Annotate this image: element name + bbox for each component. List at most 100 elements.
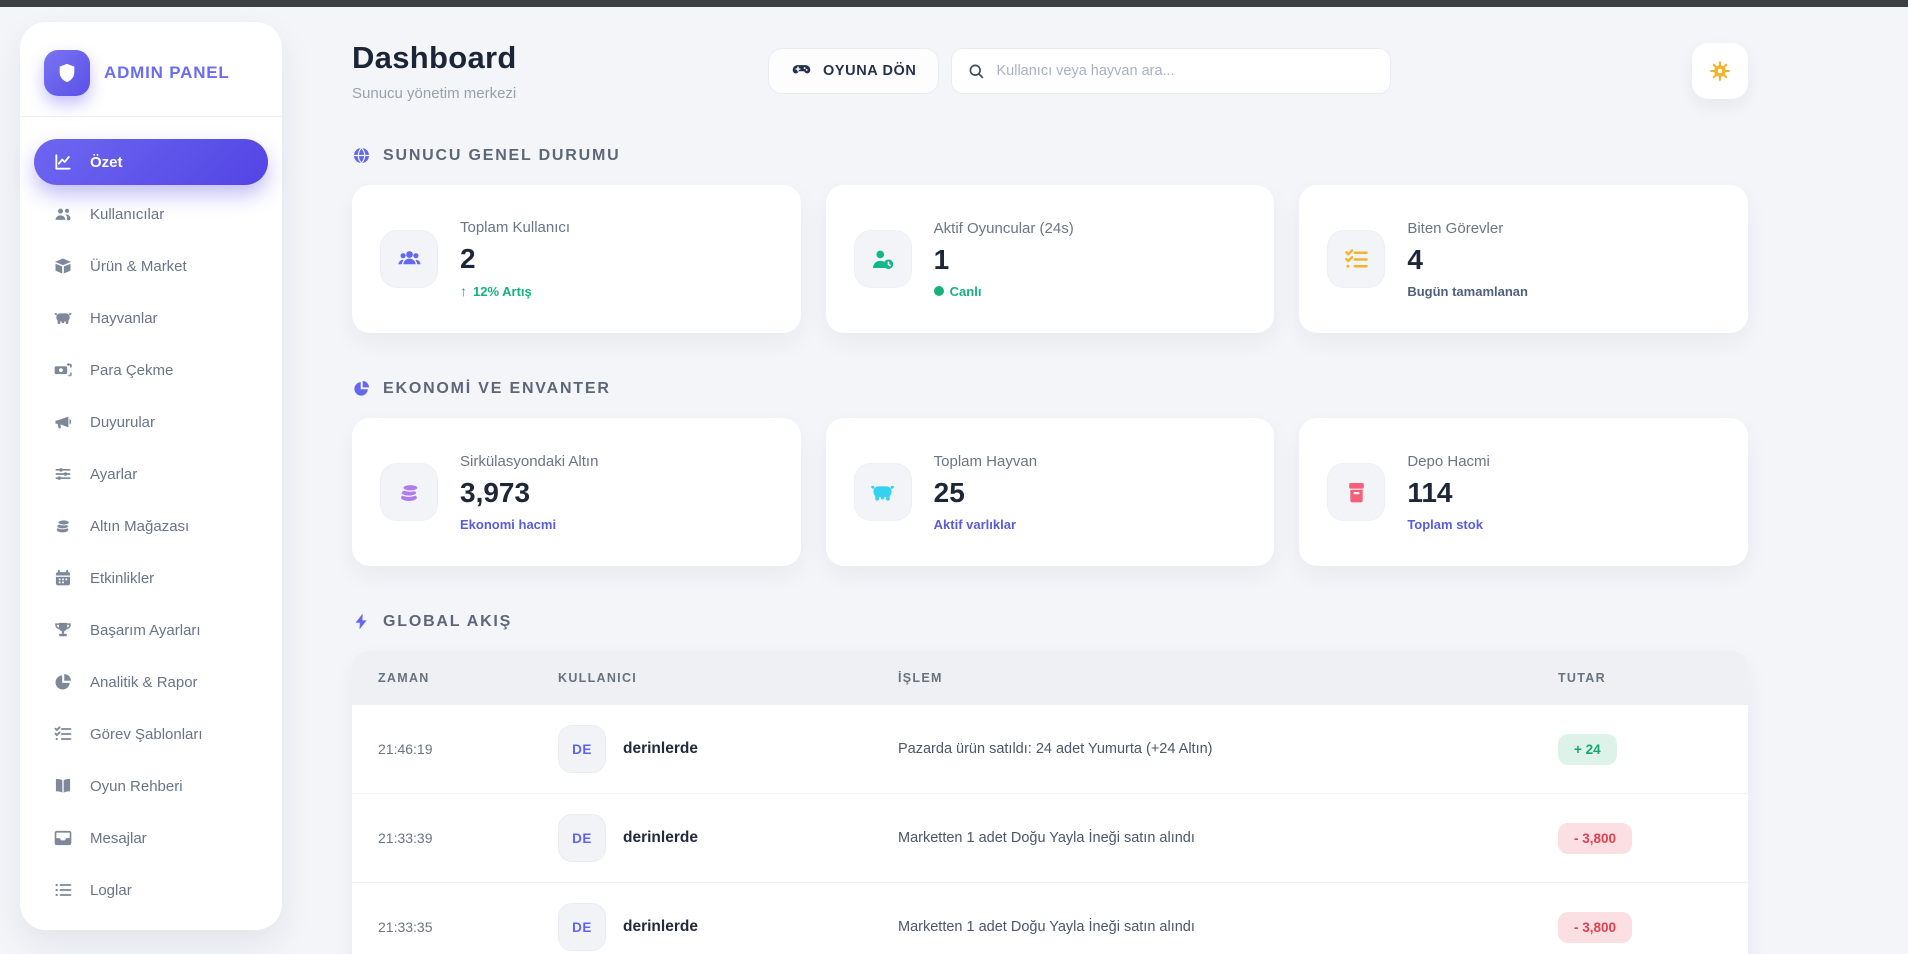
brand[interactable]: ADMIN PANEL [34, 42, 268, 116]
stat-card: Aktif Oyuncular (24s) 1 Canlı [825, 185, 1275, 333]
sidebar-item-11[interactable]: Analitik & Rapor [34, 659, 268, 705]
sidebar-item-9[interactable]: Etkinlikler [34, 555, 268, 601]
sidebar-item-label: Oyun Rehberi [90, 777, 183, 795]
section-header: SUNUCU GENEL DURUMU [352, 146, 1748, 165]
sidebar-item-10[interactable]: Başarım Ayarları [34, 607, 268, 653]
stat-value: 25 [933, 476, 965, 508]
stat-card: Toplam Kullanıcı 2 ↑ 12% Artış [352, 185, 801, 333]
sidebar-item-label: Görev Şablonları [90, 725, 203, 743]
sidebar-item-label: Para Çekme [90, 361, 174, 379]
cow-icon [853, 463, 912, 521]
sidebar-item-3[interactable]: Ürün & Market [34, 243, 268, 289]
pie-chart-icon [52, 671, 74, 693]
section-title: EKONOMİ VE ENVANTER [383, 379, 611, 397]
sidebar-item-15[interactable]: Loglar [34, 867, 268, 913]
row-amount: - 3,800 [1558, 911, 1722, 943]
coins-icon [380, 463, 438, 521]
stat-label: Sirkülasyondaki Altın [460, 452, 599, 470]
brand-title: ADMIN PANEL [104, 63, 230, 82]
row-user: DE derinlerde [558, 725, 898, 773]
search-box [951, 48, 1392, 94]
row-amount: - 3,800 [1558, 822, 1722, 854]
row-action: Marketten 1 adet Doğu Yayla İneği satın … [898, 919, 1195, 935]
stat-label: Toplam Hayvan [933, 452, 1038, 470]
sidebar-item-8[interactable]: Altın Mağazası [34, 503, 268, 549]
cow-icon [52, 307, 74, 329]
stat-subtext-label: Toplam stok [1407, 516, 1483, 532]
list-icon [52, 879, 74, 901]
theme-toggle-button[interactable] [1692, 43, 1748, 99]
sliders-icon [52, 463, 74, 485]
stat-subtext: Canlı [933, 284, 1074, 299]
stat-label: Depo Hacmi [1407, 452, 1490, 470]
stat-text: Toplam Kullanıcı 2 ↑ 12% Artış [460, 219, 570, 299]
back-to-game-label: OYUNA DÖN [823, 63, 917, 79]
sidebar-item-12[interactable]: Görev Şablonları [34, 711, 268, 757]
sidebar-item-4[interactable]: Hayvanlar [34, 295, 268, 341]
sidebar-item-13[interactable]: Oyun Rehberi [34, 763, 268, 809]
table-row: 21:33:39 DE derinlerde Marketten 1 adet Doğ… [352, 794, 1748, 883]
row-action: Marketten 1 adet Doğu Yayla İneği satın … [898, 830, 1195, 846]
stat-label: Toplam Kullanıcı [460, 219, 571, 236]
global-feed-section: GLOBAL AKIŞ ZAMAN KULLANICI İŞLEM TUTAR 21:… [352, 612, 1748, 954]
shield-icon [44, 50, 90, 96]
gear-sun-icon [1708, 59, 1732, 83]
list-check-icon [52, 723, 74, 745]
username: derinlerde [623, 740, 698, 757]
title-block: Dashboard Sunucu yönetim merkezi [352, 40, 768, 102]
section-header: GLOBAL AKIŞ [352, 612, 1748, 631]
section-header: EKONOMİ VE ENVANTER [352, 379, 1748, 398]
sidebar-item-label: Kullanıcılar [90, 205, 165, 223]
sidebar: ADMIN PANEL Özet Kullanıcılar Ürün & Marke… [20, 22, 282, 930]
page-subtitle: Sunucu yönetim merkezi [352, 85, 517, 102]
sidebar-item-label: Altın Mağazası [90, 517, 190, 535]
amount-badge: - 3,800 [1558, 911, 1633, 943]
avatar: DE [558, 814, 606, 862]
gamepad-icon [791, 59, 812, 84]
stat-card: Sirkülasyondaki Altın 3,973 Ekonomi hacmi [352, 418, 801, 566]
sidebar-item-label: Mesajlar [90, 829, 147, 847]
avatar: DE [558, 903, 606, 951]
section-title: SUNUCU GENEL DURUMU [383, 146, 621, 164]
avatar: DE [558, 725, 606, 773]
stat-subtext: ↑ 12% Artış [460, 283, 570, 299]
row-user: DE derinlerde [558, 903, 898, 951]
sidebar-item-label: Ayarlar [90, 465, 138, 483]
book-icon [52, 775, 74, 797]
page-title: Dashboard [352, 40, 517, 75]
table-header-row: ZAMAN KULLANICI İŞLEM TUTAR [352, 651, 1748, 705]
sidebar-item-7[interactable]: Ayarlar [34, 451, 268, 497]
stat-subtext-label: 12% Artış [473, 283, 532, 299]
sidebar-item-6[interactable]: Duyurular [34, 399, 268, 445]
calendar-icon [52, 567, 74, 589]
sidebar-item-5[interactable]: Para Çekme [34, 347, 268, 393]
stat-card: Depo Hacmi 114 Toplam stok [1299, 418, 1748, 566]
back-to-game-button[interactable]: OYUNA DÖN [768, 48, 940, 94]
stat-text: Depo Hacmi 114 Toplam stok [1407, 453, 1490, 532]
column-header: İŞLEM [898, 671, 943, 685]
stat-card: Toplam Hayvan 25 Aktif varlıklar [825, 418, 1275, 566]
tasks-icon [1327, 230, 1386, 288]
stat-subtext: Bugün tamamlanan [1407, 284, 1528, 299]
amount-badge: + 24 [1558, 733, 1617, 765]
sidebar-item-label: Analitik & Rapor [90, 673, 198, 691]
stat-text: Toplam Hayvan 25 Aktif varlıklar [934, 453, 1037, 532]
sidebar-item-2[interactable]: Kullanıcılar [34, 191, 268, 237]
stat-subtext: Ekonomi hacmi [460, 517, 598, 532]
sidebar-item-14[interactable]: Mesajlar [34, 815, 268, 861]
search-input[interactable] [996, 63, 1376, 79]
sidebar-item-1[interactable]: Özet [34, 139, 268, 185]
column-header: KULLANICI [558, 671, 638, 685]
sidebar-nav: Özet Kullanıcılar Ürün & Market Hayvanlar Pa… [34, 131, 268, 913]
table-row: 21:33:35 DE derinlerde Marketten 1 adet Doğ… [352, 883, 1748, 954]
stat-value: 4 [1407, 243, 1423, 275]
main-content: Dashboard Sunucu yönetim merkezi OYUNA D… [352, 0, 1748, 954]
globe-icon [352, 146, 371, 165]
stat-subtext-label: Bugün tamamlanan [1407, 283, 1528, 299]
stat-subtext: Aktif varlıklar [934, 517, 1037, 532]
stat-subtext: Toplam stok [1407, 517, 1490, 532]
live-dot-icon [933, 286, 944, 296]
users-icon [380, 230, 438, 288]
stat-text: Sirkülasyondaki Altın 3,973 Ekonomi hacmi [460, 453, 598, 532]
username: derinlerde [623, 918, 698, 935]
